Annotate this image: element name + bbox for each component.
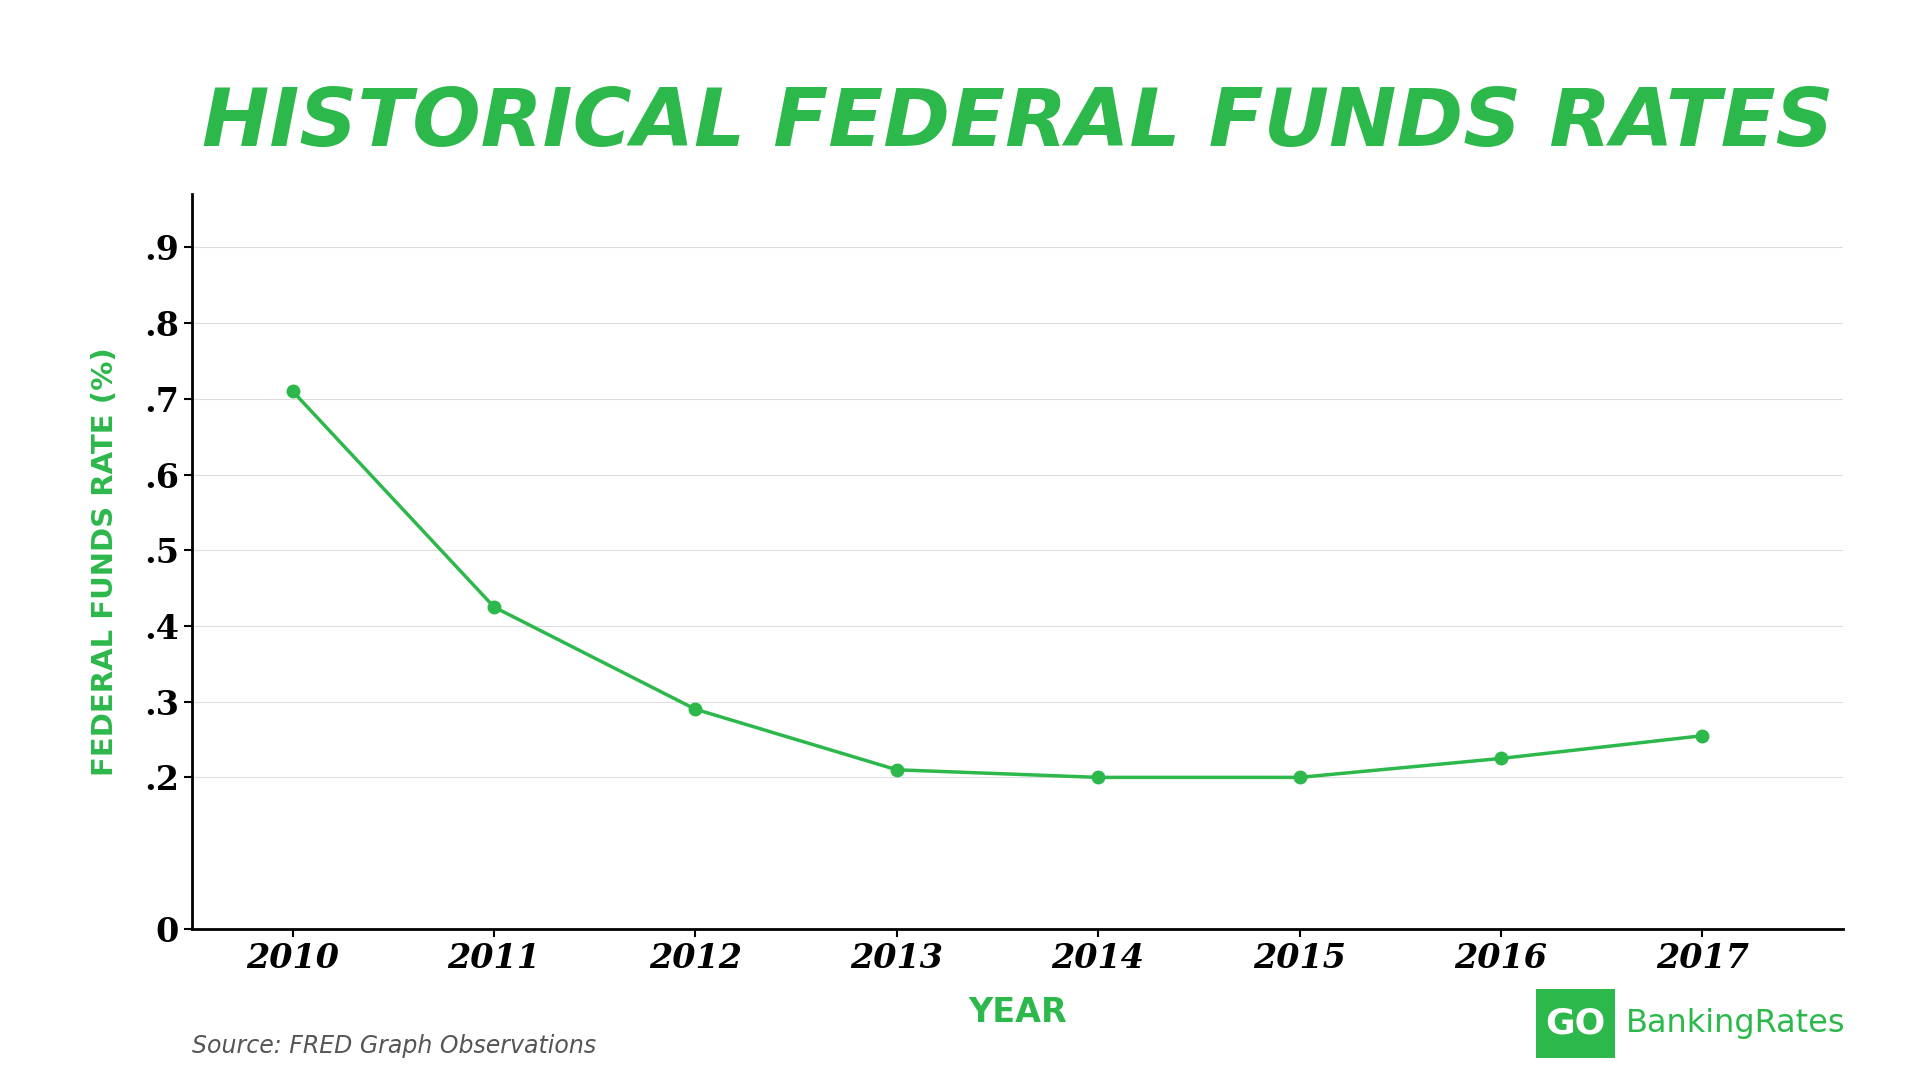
Text: Source: FRED Graph Observations: Source: FRED Graph Observations [192,1034,595,1058]
Y-axis label: FEDERAL FUNDS RATE (%): FEDERAL FUNDS RATE (%) [90,348,119,775]
Title: HISTORICAL FEDERAL FUNDS RATES: HISTORICAL FEDERAL FUNDS RATES [202,85,1834,163]
Text: GO: GO [1546,1007,1605,1040]
Text: BankingRates: BankingRates [1626,1008,1845,1039]
FancyBboxPatch shape [1536,989,1615,1057]
X-axis label: YEAR: YEAR [968,996,1068,1029]
